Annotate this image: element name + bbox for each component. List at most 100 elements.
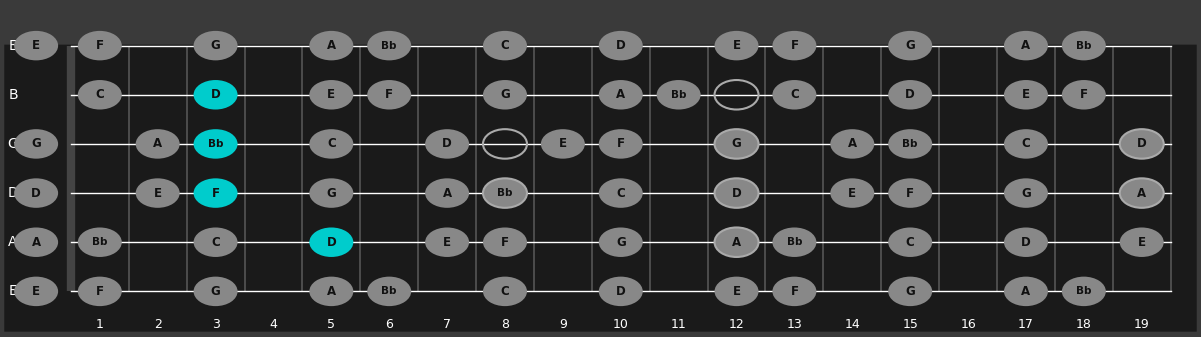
Text: A: A	[616, 88, 626, 101]
Ellipse shape	[715, 277, 759, 306]
Text: C: C	[616, 187, 626, 200]
Ellipse shape	[772, 227, 817, 257]
Text: G: G	[1021, 187, 1030, 200]
Text: C: C	[1022, 137, 1030, 150]
Text: D: D	[327, 236, 336, 249]
Text: C: C	[906, 236, 914, 249]
Text: D: D	[1021, 236, 1030, 249]
Ellipse shape	[310, 129, 353, 159]
Text: A: A	[1021, 39, 1030, 52]
Ellipse shape	[483, 80, 527, 110]
Text: C: C	[211, 236, 220, 249]
Ellipse shape	[599, 178, 643, 208]
Ellipse shape	[136, 178, 180, 208]
Ellipse shape	[1004, 277, 1048, 306]
Text: G: G	[210, 285, 221, 298]
Text: G: G	[906, 285, 915, 298]
Text: F: F	[907, 187, 914, 200]
Text: F: F	[96, 39, 103, 52]
Text: 9: 9	[558, 318, 567, 331]
Text: Bb: Bb	[787, 237, 802, 247]
Text: D: D	[1137, 137, 1147, 150]
Ellipse shape	[14, 178, 58, 208]
Text: G: G	[7, 137, 18, 151]
Text: G: G	[616, 236, 626, 249]
Text: A: A	[327, 285, 336, 298]
Text: D: D	[616, 39, 626, 52]
Text: A: A	[1021, 285, 1030, 298]
Text: F: F	[501, 236, 509, 249]
Text: 11: 11	[671, 318, 687, 331]
Text: E: E	[32, 285, 40, 298]
Text: E: E	[733, 39, 741, 52]
Ellipse shape	[78, 31, 121, 60]
Text: 13: 13	[787, 318, 802, 331]
Ellipse shape	[193, 129, 238, 159]
Ellipse shape	[14, 227, 58, 257]
Text: 4: 4	[269, 318, 277, 331]
Ellipse shape	[193, 227, 238, 257]
Text: B: B	[8, 88, 18, 102]
Ellipse shape	[425, 227, 470, 257]
Text: F: F	[617, 137, 625, 150]
Ellipse shape	[715, 227, 759, 257]
Text: G: G	[31, 137, 41, 150]
Text: 2: 2	[154, 318, 162, 331]
Text: A: A	[8, 235, 18, 249]
Ellipse shape	[483, 31, 527, 60]
Text: F: F	[1080, 88, 1088, 101]
Text: D: D	[210, 88, 221, 101]
Ellipse shape	[889, 277, 932, 306]
Text: 6: 6	[386, 318, 393, 331]
Ellipse shape	[310, 277, 353, 306]
Ellipse shape	[540, 129, 585, 159]
Ellipse shape	[310, 80, 353, 110]
Text: E: E	[1022, 88, 1030, 101]
Ellipse shape	[368, 80, 411, 110]
Ellipse shape	[78, 227, 121, 257]
Text: D: D	[7, 186, 18, 200]
Ellipse shape	[368, 277, 411, 306]
Text: F: F	[386, 88, 393, 101]
Ellipse shape	[599, 277, 643, 306]
Text: C: C	[95, 88, 104, 101]
Text: D: D	[31, 187, 41, 200]
Ellipse shape	[599, 80, 643, 110]
Text: Bb: Bb	[902, 139, 918, 149]
Text: D: D	[616, 285, 626, 298]
Ellipse shape	[1004, 31, 1048, 60]
Ellipse shape	[1004, 129, 1048, 159]
Text: C: C	[501, 285, 509, 298]
Ellipse shape	[193, 31, 238, 60]
Ellipse shape	[657, 80, 700, 110]
Text: F: F	[790, 39, 799, 52]
Text: A: A	[153, 137, 162, 150]
Ellipse shape	[715, 178, 759, 208]
Text: Bb: Bb	[92, 237, 108, 247]
Ellipse shape	[14, 277, 58, 306]
Ellipse shape	[889, 80, 932, 110]
Text: E: E	[8, 39, 17, 53]
Text: A: A	[442, 187, 452, 200]
Ellipse shape	[368, 31, 411, 60]
Text: E: E	[154, 187, 162, 200]
Text: E: E	[848, 187, 856, 200]
Text: Bb: Bb	[208, 139, 223, 149]
Text: C: C	[790, 88, 799, 101]
Text: E: E	[1137, 236, 1146, 249]
Ellipse shape	[136, 129, 180, 159]
Text: D: D	[731, 187, 741, 200]
Ellipse shape	[425, 129, 470, 159]
Ellipse shape	[889, 227, 932, 257]
Ellipse shape	[14, 129, 58, 159]
Ellipse shape	[830, 178, 874, 208]
Ellipse shape	[889, 178, 932, 208]
Ellipse shape	[889, 31, 932, 60]
Ellipse shape	[14, 31, 58, 60]
Text: E: E	[558, 137, 567, 150]
Text: 3: 3	[211, 318, 220, 331]
Text: 10: 10	[613, 318, 628, 331]
Text: 19: 19	[1134, 318, 1149, 331]
Text: G: G	[500, 88, 510, 101]
Text: C: C	[501, 39, 509, 52]
